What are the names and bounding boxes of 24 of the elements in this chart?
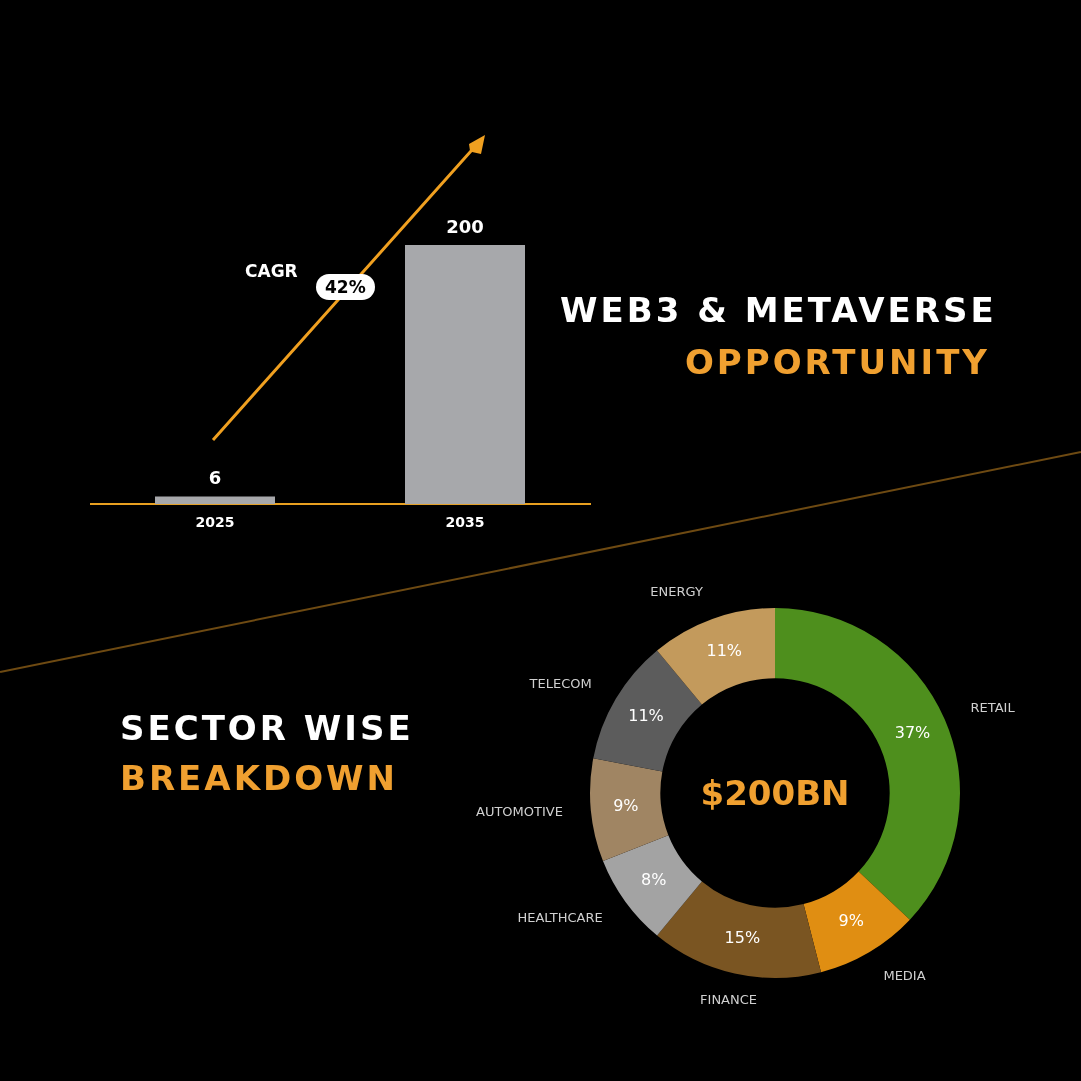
data-label: 6	[208, 467, 222, 489]
text: BREAKDOWN	[120, 758, 400, 798]
x-tick-label: 2035	[445, 514, 485, 531]
data-label: 8%	[641, 870, 667, 890]
text: SECTOR WISE	[120, 708, 414, 748]
slice-label: TELECOM	[528, 675, 592, 691]
data-label: 9%	[838, 911, 864, 931]
slice-label: MEDIA	[883, 967, 926, 983]
data-label: 9%	[613, 796, 639, 816]
slice-label: RETAIL	[970, 699, 1016, 715]
annotation: CAGR	[245, 261, 298, 281]
data-label: 37%	[894, 722, 931, 742]
slice-label: ENERGY	[650, 583, 703, 599]
annotation: 42%	[316, 274, 375, 300]
data-label: 11%	[628, 705, 664, 725]
data-label: 15%	[724, 928, 761, 948]
x-tick-label: 2025	[195, 514, 235, 531]
text: WEB3 & METAVERSE OPPORTUNITY	[560, 290, 997, 382]
slice-label: FINANCE	[700, 992, 758, 1008]
slice-label: HEALTHCARE	[517, 909, 603, 925]
data-label: 11%	[706, 641, 743, 661]
slice-label: AUTOMOTIVE	[476, 804, 563, 820]
text: $200BN	[700, 773, 850, 813]
data-label: 200	[446, 215, 484, 237]
